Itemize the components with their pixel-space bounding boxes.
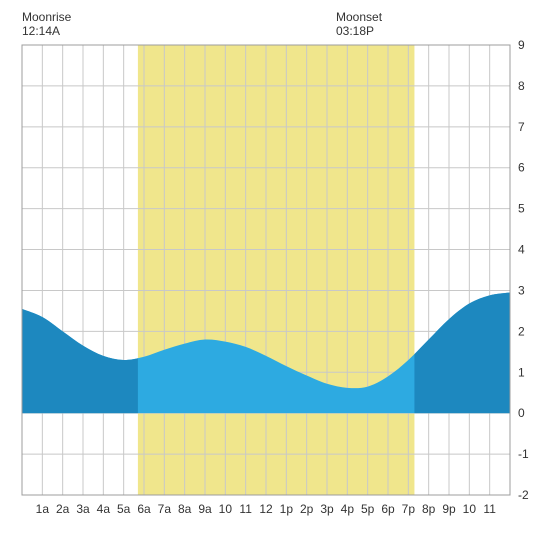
chart-svg: 1a2a3a4a5a6a7a8a9a1011121p2p3p4p5p6p7p8p… <box>10 10 540 540</box>
moonset-title: Moonset <box>336 10 382 24</box>
moonrise-time: 12:14A <box>22 24 71 38</box>
moonset-time: 03:18P <box>336 24 382 38</box>
y-tick-label: 8 <box>518 79 525 93</box>
x-tick-label: 8p <box>422 502 436 516</box>
daylight-band <box>138 45 415 495</box>
moonrise-label: Moonrise 12:14A <box>22 10 71 39</box>
x-tick-label: 9a <box>198 502 212 516</box>
x-tick-label: 4a <box>97 502 111 516</box>
x-tick-label: 7a <box>158 502 172 516</box>
y-tick-label: 2 <box>518 324 525 338</box>
x-tick-label: 5a <box>117 502 131 516</box>
x-tick-label: 9p <box>442 502 456 516</box>
x-tick-label: 11 <box>483 502 496 516</box>
x-tick-label: 11 <box>239 502 252 516</box>
x-tick-label: 10 <box>219 502 233 516</box>
y-tick-label: 1 <box>518 365 525 379</box>
y-tick-label: 5 <box>518 202 525 216</box>
x-tick-label: 1p <box>280 502 294 516</box>
x-tick-label: 7p <box>402 502 416 516</box>
x-tick-label: 1a <box>36 502 50 516</box>
x-tick-label: 2p <box>300 502 314 516</box>
y-tick-label: -1 <box>518 447 529 461</box>
y-tick-label: 9 <box>518 38 525 52</box>
moonrise-title: Moonrise <box>22 10 71 24</box>
x-tick-label: 5p <box>361 502 375 516</box>
x-tick-label: 4p <box>341 502 355 516</box>
x-tick-label: 3a <box>76 502 90 516</box>
x-tick-label: 6a <box>137 502 151 516</box>
x-tick-label: 12 <box>259 502 273 516</box>
x-tick-label: 2a <box>56 502 70 516</box>
x-tick-label: 6p <box>381 502 395 516</box>
x-tick-label: 3p <box>320 502 334 516</box>
y-tick-label: -2 <box>518 488 529 502</box>
y-tick-label: 6 <box>518 161 525 175</box>
x-tick-label: 10 <box>463 502 477 516</box>
moonset-label: Moonset 03:18P <box>336 10 382 39</box>
y-tick-label: 3 <box>518 283 525 297</box>
tide-chart: Moonrise 12:14A Moonset 03:18P 1a 2a 3a 4a 5… <box>10 10 540 540</box>
y-tick-label: 7 <box>518 120 525 134</box>
y-tick-label: 4 <box>518 243 525 257</box>
x-tick-label: 8a <box>178 502 192 516</box>
y-tick-label: 0 <box>518 406 525 420</box>
